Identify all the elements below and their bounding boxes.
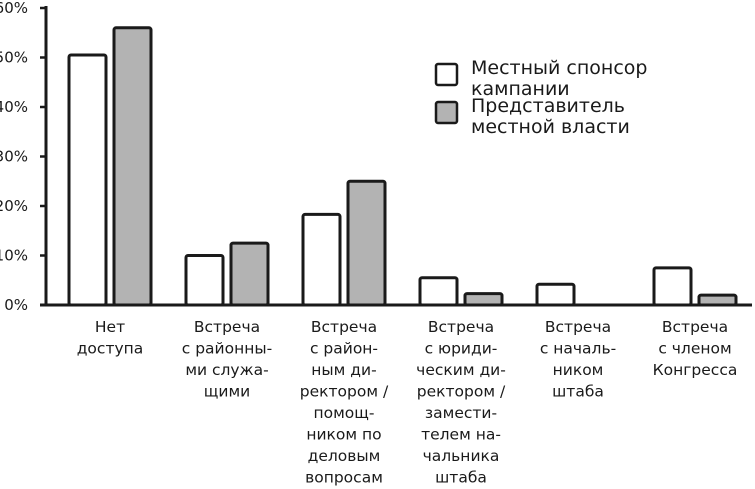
bar-series-0-cat-1 [184,254,225,307]
category-label-line: ным ди- [311,361,376,379]
bar-series-1-cat-1 [229,241,270,307]
category-label-line: штаба [552,383,604,401]
category-label-line: ректором / [417,383,506,401]
y-tick-label: 10% [0,247,28,265]
bars [67,26,738,307]
category-label: Встреча с началь-ником штаба [540,318,616,401]
category-label-line: вопросам [305,469,383,487]
category-label-line: деловым [308,447,381,465]
bar-series-1-cat-0 [112,26,153,307]
category-label-line: с началь- [540,340,616,358]
bar-series-0-cat-2 [301,212,342,307]
bar-series-0-cat-4 [535,282,576,307]
category-label: Нет доступа [77,318,144,358]
y-tick-label: 60% [0,0,28,17]
bar-series-1-cat-5 [697,293,738,307]
y-tick-label: 20% [0,197,28,215]
bar-series-1-cat-3 [463,292,504,307]
category-label-line: с членом [658,340,731,358]
category-label-line: с районны- [182,340,272,358]
category-labels: Нет доступа Встреча с районны-ми служа-щими… [77,318,738,487]
category-label-line: замести- [425,404,497,422]
category-label-line: Конгресса [653,361,738,379]
legend-swatch-1 [434,100,459,125]
category-label: Встреча с район-ным ди-ректором / помощ-ни… [300,318,389,487]
y-tick-label: 50% [0,49,28,67]
category-label-line: Нет [95,318,125,336]
legend-label-line: кампании [471,78,570,100]
category-label-line: помощ- [314,404,375,422]
bar-series-0-cat-0 [67,53,108,307]
category-label: Встреча с членом Конгресса [653,318,738,379]
y-axis: 0% 10% 20% 30% 40% 50% 60% [0,0,48,314]
legend-label-line: Местный спонсор [471,57,647,79]
bar-series-1-cat-2 [346,179,387,307]
category-label-line: чальника [423,447,500,465]
category-label-line: телем на- [421,426,501,444]
category-label-line: ческим ди- [416,361,506,379]
y-tick-label: 40% [0,98,28,116]
category-label-line: Встреча [428,318,494,336]
legend-label-1: Представитель местной власти [471,95,630,138]
legend-swatch-0 [434,62,459,87]
category-label-line: с район- [310,340,378,358]
legend-label-line: Представитель [471,95,625,117]
category-label: Встреча с районны-ми служа-щими [182,318,272,401]
category-label-line: ректором / [300,383,389,401]
bar-series-0-cat-3 [418,276,459,307]
category-label-line: Встреча [545,318,611,336]
category-label-line: ником по [306,426,381,444]
legend-label-0: Местный спонсор кампании [471,57,647,100]
category-label-line: доступа [77,340,144,358]
category-label-line: Встреча [194,318,260,336]
legend-label-line: местной власти [471,116,630,138]
category-label-line: штаба [435,469,487,487]
category-label-line: щими [204,383,250,401]
category-label: Встреча с юриди-ческим ди-ректором / замес… [416,318,506,487]
category-label-line: Встреча [662,318,728,336]
category-label-line: с юриди- [425,340,498,358]
bar-series-0-cat-5 [652,266,693,307]
category-label-line: Встреча [311,318,377,336]
y-tick-label: 30% [0,148,28,166]
category-label-line: ми служа- [185,361,268,379]
category-label-line: ником [553,361,604,379]
y-tick-label: 0% [4,296,28,314]
